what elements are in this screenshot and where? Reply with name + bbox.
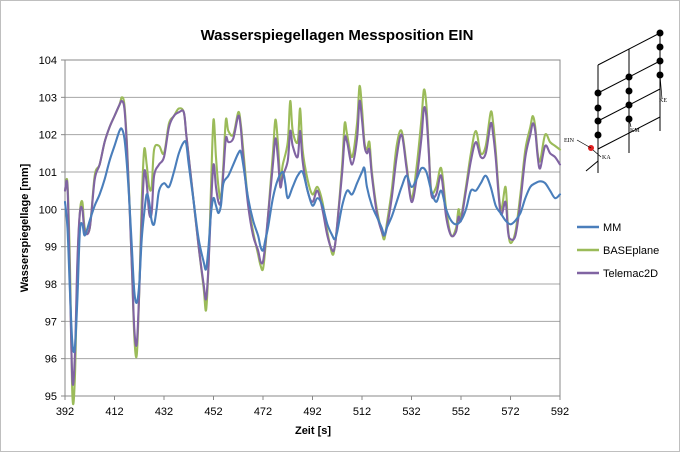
x-tick-label: 492 (303, 406, 321, 418)
x-tick-label: 432 (155, 406, 173, 418)
channel-mesh (585, 32, 661, 173)
x-tick-label: 472 (254, 406, 272, 418)
series-line-baseplane (63, 84, 562, 405)
node (594, 117, 602, 125)
node (656, 43, 664, 51)
y-tick-label: 102 (39, 130, 57, 142)
inset-label-km: KM (630, 128, 640, 134)
legend-label: Telemac2D (603, 268, 658, 280)
km-leader (628, 118, 632, 128)
y-axis-label: Wasserspiegellage [mm] (19, 163, 31, 292)
y-tick-label: 95 (45, 391, 57, 403)
y-tick-label: 104 (39, 55, 57, 67)
inset-label-ke: KE (659, 98, 667, 104)
x-tick-label: 512 (353, 406, 371, 418)
y-tick-label: 98 (45, 279, 57, 291)
y-tick-label: 99 (45, 242, 57, 254)
x-ticks: 392 412 432 452 472 492 512 532 552 572 592 (56, 396, 569, 418)
x-tick-label: 412 (105, 406, 123, 418)
y-tick-label: 101 (39, 167, 57, 179)
legend: MM BASEplane Telemac2D (577, 222, 659, 280)
x-tick-label: 392 (56, 406, 74, 418)
inset-label-ka: KA (602, 155, 611, 161)
node (625, 73, 633, 81)
node (656, 57, 664, 65)
series-line-telemac2d (63, 99, 562, 386)
x-tick-label: 552 (452, 406, 470, 418)
plot-area-border (64, 59, 561, 397)
ein-leader (576, 139, 592, 149)
node (594, 89, 602, 97)
x-tick-label: 572 (501, 406, 519, 418)
series-lines (63, 84, 562, 405)
node (594, 104, 602, 112)
node (656, 29, 664, 37)
x-tick-label: 592 (551, 406, 569, 418)
node (594, 131, 602, 139)
x-tick-label: 532 (402, 406, 420, 418)
x-axis-label: Zeit [s] (295, 425, 331, 437)
y-tick-label: 97 (45, 316, 57, 328)
y-tick-label: 103 (39, 92, 57, 104)
y-tick-label: 96 (45, 354, 57, 366)
series-line-mm (63, 127, 562, 354)
chart-title: Wasserspiegellagen Messposition EIN (201, 27, 474, 44)
ke-leader (659, 74, 663, 100)
x-tick-label: 452 (204, 406, 222, 418)
legend-label: MM (603, 222, 621, 234)
inset-label-ein: EIN (564, 138, 575, 144)
ka-leader (592, 149, 602, 158)
y-ticks: 95 96 97 98 99 100 101 102 103 104 (39, 55, 65, 403)
node (625, 87, 633, 95)
measurement-position-diagram: EIN KA KM KE (564, 29, 667, 173)
y-tick-label: 100 (39, 204, 57, 216)
node (625, 101, 633, 109)
legend-label: BASEplane (603, 245, 659, 257)
